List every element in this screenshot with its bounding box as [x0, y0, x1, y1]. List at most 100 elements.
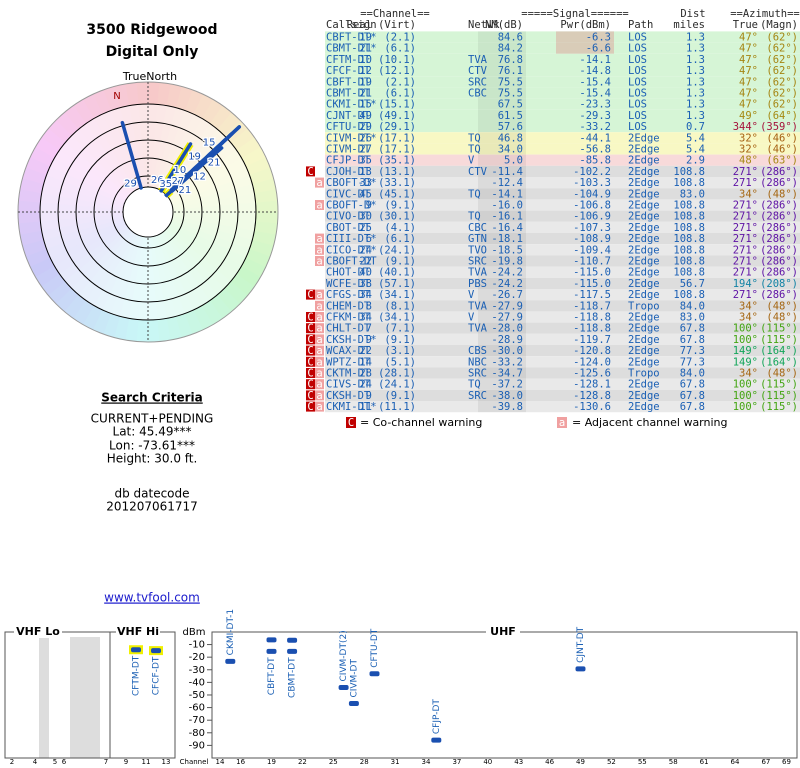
group-header: =====Signal======: [521, 8, 628, 20]
nm-cell-bg: [478, 188, 526, 200]
co-channel-flag: [306, 289, 315, 300]
cell-pwr: -107.3: [573, 222, 611, 234]
cell-net: NBC: [468, 356, 487, 368]
flag-text: C: [307, 334, 313, 346]
cell-pwr: -103.3: [573, 177, 611, 189]
co-channel-flag: [306, 166, 315, 177]
y-tick-label: -20: [189, 652, 205, 663]
station-mark: [575, 666, 586, 672]
co-channel-flag: [306, 368, 315, 378]
cell-call: CBFT-DT*: [326, 32, 377, 44]
cell-real: 19: [359, 32, 372, 44]
cell-miles: 1.3: [686, 54, 705, 66]
cell-call: CJOH-DT: [326, 166, 371, 178]
cell-az: 47°: [739, 54, 758, 66]
y-axis-label: dBm: [183, 627, 206, 638]
row-bg: [325, 322, 800, 334]
flag-text: C: [307, 356, 313, 368]
title: 3500 Ridgewood: [86, 22, 217, 38]
cell-path: 2Edge: [628, 379, 660, 391]
cell-real: 6: [366, 233, 372, 245]
x-tick-label: 31: [391, 758, 400, 766]
cell-az: 271°: [733, 244, 758, 256]
polar-label: 21: [208, 158, 221, 169]
nm-cell-bg: [478, 121, 526, 133]
station-mark: [131, 647, 141, 653]
co-channel-flag: [306, 345, 315, 356]
column-header: NM(dB): [485, 19, 523, 31]
nm-cell-bg: [478, 345, 526, 357]
cell-pwr: -108.9: [573, 233, 611, 245]
row-bg: [325, 233, 800, 245]
site-link[interactable]: www.tvfool.com: [104, 591, 200, 605]
adjacent-flag: [315, 177, 324, 188]
cell-miles: 1.3: [686, 99, 705, 111]
x-tick-label: 61: [700, 758, 709, 766]
polar-label: 27: [172, 176, 185, 187]
row-bg: [325, 188, 800, 200]
cell-nm: -27.9: [491, 312, 523, 324]
cell-net: TVA: [468, 54, 488, 66]
y-tick-label: -90: [189, 740, 205, 751]
cell-net: TQ: [468, 211, 481, 223]
cell-call: CHOT-DT: [326, 267, 371, 279]
polar-label: 49: [160, 179, 173, 190]
x-tick-label: 4: [33, 758, 38, 766]
x-tick-label: 37: [452, 758, 461, 766]
cell-magn: (359°): [760, 121, 798, 133]
cell-call: CKSH-DT*: [326, 334, 377, 346]
column-header: miles: [673, 19, 705, 31]
cell-magn: (63°): [766, 155, 798, 167]
cell-pwr: -85.8: [579, 155, 611, 167]
flag-text: a: [316, 401, 322, 413]
nm-cell-bg: [478, 65, 526, 77]
row-bg: [325, 143, 800, 155]
adjacent-flag: [315, 233, 324, 244]
cell-pwr: -44.1: [579, 132, 611, 144]
cell-net: CBC: [468, 88, 487, 100]
adjacent-flag: [315, 300, 324, 311]
cell-pwr: -14.8: [579, 65, 611, 77]
cell-call: CFCF-DT: [326, 65, 371, 77]
cell-call: CKTM-DT: [326, 368, 371, 380]
cell-magn: (48°): [766, 188, 798, 200]
cell-path: 2Edge: [628, 211, 660, 223]
cell-real: 29: [359, 121, 372, 133]
cell-az: 48°: [739, 155, 758, 167]
cell-real: 15: [359, 99, 372, 111]
cell-az: 47°: [739, 43, 758, 55]
station-label: CJNT-DT: [576, 626, 586, 663]
station-label: CFCF-DT: [152, 656, 162, 695]
cell-virt: (9.1): [384, 200, 416, 212]
cell-az: 100°: [733, 379, 758, 391]
nm-cell-bg: [478, 221, 526, 233]
cell-miles: 5.4: [686, 144, 705, 156]
co-channel-flag: [306, 323, 315, 334]
y-tick-label: -50: [189, 690, 205, 701]
cell-path: 2Edge: [628, 144, 660, 156]
nm-cell-bg: [478, 154, 526, 166]
x-tick-label: 58: [669, 758, 678, 766]
row-bg: [325, 53, 800, 65]
station-label: CIVM-DT(2): [339, 630, 349, 681]
row-bg: [325, 389, 800, 401]
cell-az: 32°: [739, 144, 758, 156]
legend: C = Co-channel warning a = Adjacent chan…: [346, 416, 728, 429]
flag-text: a: [316, 390, 322, 402]
cell-magn: (62°): [766, 99, 798, 111]
adjacent-flag: [315, 312, 324, 322]
row-bg: [325, 289, 800, 301]
cell-call: CICO-DT*: [326, 244, 377, 256]
cell-path: LOS: [628, 32, 647, 44]
cell-nm: -18.5: [491, 244, 523, 256]
cell-nm: -24.2: [491, 278, 523, 290]
cell-miles: 67.8: [680, 323, 705, 335]
cell-virt: (35.1): [378, 155, 416, 167]
cell-virt: (9.1): [384, 334, 416, 346]
nm-cell-bg: [478, 266, 526, 278]
cell-path: 2Edge: [628, 177, 660, 189]
cell-call: CFTU-DT: [326, 121, 371, 133]
cell-magn: (164°): [760, 356, 798, 368]
